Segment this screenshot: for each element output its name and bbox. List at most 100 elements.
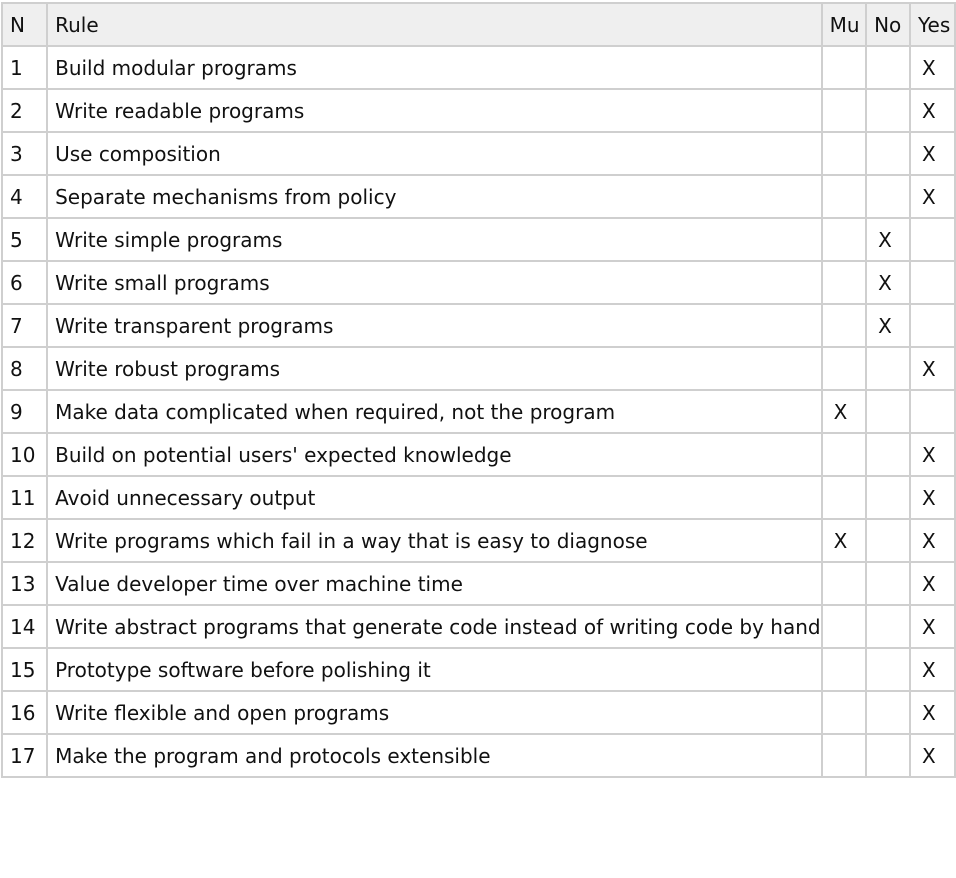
cell-mu	[820, 303, 868, 348]
cell-yes	[908, 389, 956, 434]
cell-rule: Value developer time over machine time	[46, 561, 823, 606]
cell-rule: Use composition	[46, 131, 823, 176]
cell-rule: Make the program and protocols extensibl…	[46, 733, 823, 778]
cell-mu	[820, 561, 868, 606]
cell-n: 7	[0, 303, 49, 348]
cell-no	[865, 432, 911, 477]
cell-yes: X	[908, 88, 956, 133]
table-row: 17 Make the program and protocols extensi…	[0, 733, 956, 778]
table-row: 16 Write flexible and open programs X	[0, 690, 956, 735]
cell-yes: X	[908, 174, 956, 219]
cell-n: 2	[0, 88, 49, 133]
cell-yes: X	[908, 561, 956, 606]
cell-no	[865, 45, 911, 90]
cell-rule: Write programs which fail in a way that …	[46, 518, 823, 563]
cell-n: 10	[0, 432, 49, 477]
cell-no	[865, 561, 911, 606]
table-row: 13 Value developer time over machine time…	[0, 561, 956, 606]
cell-yes: X	[908, 518, 956, 563]
cell-n: 8	[0, 346, 49, 391]
header-n: N	[0, 2, 49, 47]
cell-yes: X	[908, 475, 956, 520]
cell-n: 1	[0, 45, 49, 90]
cell-rule: Write abstract programs that generate co…	[46, 604, 823, 649]
cell-yes: X	[908, 45, 956, 90]
cell-no	[865, 518, 911, 563]
cell-n: 9	[0, 389, 49, 434]
cell-mu	[820, 690, 868, 735]
cell-n: 17	[0, 733, 49, 778]
cell-mu	[820, 475, 868, 520]
table-row: 10 Build on potential users' expected kno…	[0, 432, 956, 477]
cell-rule: Write flexible and open programs	[46, 690, 823, 735]
cell-rule: Write readable programs	[46, 88, 823, 133]
cell-n: 4	[0, 174, 49, 219]
cell-n: 14	[0, 604, 49, 649]
cell-mu	[820, 131, 868, 176]
cell-rule: Separate mechanisms from policy	[46, 174, 823, 219]
table-row: 1 Build modular programs X	[0, 45, 956, 90]
cell-rule: Prototype software before polishing it	[46, 647, 823, 692]
cell-n: 13	[0, 561, 49, 606]
cell-mu	[820, 733, 868, 778]
cell-mu	[820, 217, 868, 262]
cell-no	[865, 389, 911, 434]
header-no: No	[865, 2, 911, 47]
cell-mu	[820, 432, 868, 477]
table-row: 8 Write robust programs X	[0, 346, 956, 391]
cell-no: X	[865, 217, 911, 262]
table-row: 12 Write programs which fail in a way tha…	[0, 518, 956, 563]
cell-no: X	[865, 303, 911, 348]
table-header: N Rule Mu No Yes	[0, 2, 956, 47]
cell-n: 16	[0, 690, 49, 735]
table-row: 9 Make data complicated when required, no…	[0, 389, 956, 434]
cell-no	[865, 733, 911, 778]
cell-rule: Write transparent programs	[46, 303, 823, 348]
cell-rule: Build on potential users' expected knowl…	[46, 432, 823, 477]
cell-no	[865, 346, 911, 391]
cell-mu: X	[820, 518, 868, 563]
table-row: 14 Write abstract programs that generate …	[0, 604, 956, 649]
cell-mu	[820, 260, 868, 305]
cell-mu: X	[820, 389, 868, 434]
cell-n: 3	[0, 131, 49, 176]
cell-n: 6	[0, 260, 49, 305]
table-row: 2 Write readable programs X	[0, 88, 956, 133]
cell-yes	[908, 260, 956, 305]
cell-rule: Write small programs	[46, 260, 823, 305]
cell-rule: Avoid unnecessary output	[46, 475, 823, 520]
cell-yes: X	[908, 690, 956, 735]
cell-yes: X	[908, 604, 956, 649]
cell-no	[865, 690, 911, 735]
table-row: 3 Use composition X	[0, 131, 956, 176]
cell-rule: Write robust programs	[46, 346, 823, 391]
cell-no	[865, 174, 911, 219]
table-row: 6 Write small programs X	[0, 260, 956, 305]
cell-n: 12	[0, 518, 49, 563]
cell-yes: X	[908, 346, 956, 391]
cell-no	[865, 131, 911, 176]
cell-mu	[820, 647, 868, 692]
cell-n: 5	[0, 217, 49, 262]
cell-no	[865, 604, 911, 649]
header-yes: Yes	[908, 2, 956, 47]
cell-n: 15	[0, 647, 49, 692]
cell-no: X	[865, 260, 911, 305]
table-row: 4 Separate mechanisms from policy X	[0, 174, 956, 219]
cell-mu	[820, 45, 868, 90]
cell-yes	[908, 217, 956, 262]
cell-mu	[820, 604, 868, 649]
table-row: 7 Write transparent programs X	[0, 303, 956, 348]
cell-rule: Write simple programs	[46, 217, 823, 262]
cell-no	[865, 475, 911, 520]
cell-no	[865, 647, 911, 692]
cell-n: 11	[0, 475, 49, 520]
header-mu: Mu	[820, 2, 868, 47]
cell-yes: X	[908, 647, 956, 692]
cell-rule: Build modular programs	[46, 45, 823, 90]
cell-yes: X	[908, 432, 956, 477]
header-row: N Rule Mu No Yes	[0, 2, 956, 47]
table-row: 5 Write simple programs X	[0, 217, 956, 262]
cell-mu	[820, 346, 868, 391]
cell-yes: X	[908, 131, 956, 176]
